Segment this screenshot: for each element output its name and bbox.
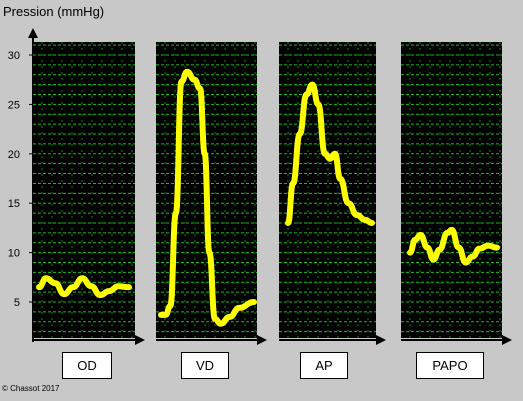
panel-od [33, 42, 135, 338]
y-tick-label-20: 20 [8, 149, 20, 161]
y-tick-label-5: 5 [14, 297, 20, 309]
panel-label-ap: AP [300, 352, 348, 379]
x-axis-arrow-ap [376, 335, 386, 345]
panel-papo [401, 42, 502, 338]
panel-label-vd: VD [181, 352, 229, 379]
x-axis-arrow-od [135, 335, 145, 345]
y-tick-label-15: 15 [8, 198, 20, 210]
trace-od [36, 275, 132, 299]
panel-label-papo: PAPO [416, 352, 484, 379]
y-tick-label-25: 25 [8, 99, 20, 111]
trace-ap [285, 81, 375, 226]
copyright-text: © Chassot 2017 [2, 384, 60, 393]
x-axis-arrow-papo [502, 335, 512, 345]
y-tick-label-10: 10 [8, 248, 20, 260]
y-axis-arrow [28, 28, 38, 38]
panel-label-od: OD [62, 352, 112, 379]
y-axis-title: Pression (mmHg) [3, 4, 105, 19]
x-axis-arrow-vd [257, 335, 267, 345]
trace-papo [407, 226, 500, 266]
y-tick-label-30: 30 [8, 50, 20, 62]
trace-vd [158, 68, 257, 327]
